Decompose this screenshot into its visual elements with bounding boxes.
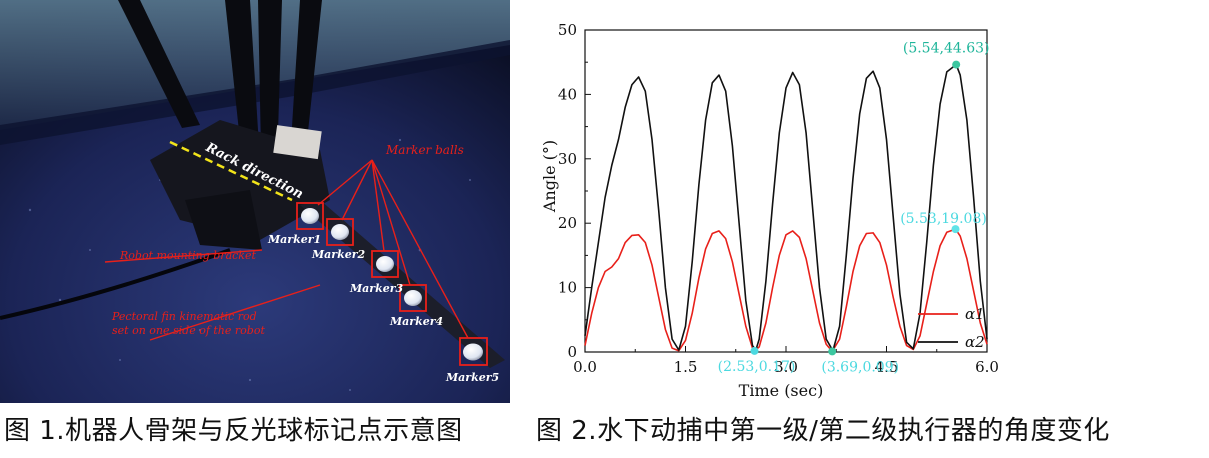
highlight-label: (2.53,0.17) — [718, 359, 796, 375]
marker-1-label: Marker1 — [267, 233, 321, 246]
x-tick-label: 3.0 — [774, 358, 798, 376]
marker-4 — [399, 284, 427, 312]
x-tick-label: 1.5 — [674, 358, 698, 376]
fin-rod — [300, 200, 505, 368]
highlight-point — [828, 347, 837, 356]
robot-cable — [0, 248, 231, 320]
y-tick-label: 10 — [558, 279, 577, 297]
marker-4-label: Marker4 — [389, 315, 443, 328]
series-line-α1 — [584, 228, 988, 353]
bracket-arrow — [104, 249, 263, 263]
y-tick-label: 30 — [558, 150, 577, 168]
marker-arrows — [317, 159, 469, 339]
marker-3-label: Marker3 — [349, 282, 404, 295]
marker-2-label: Marker2 — [311, 248, 366, 261]
marker-1 — [296, 202, 324, 230]
pectoral-fin-label-line2: set on one side of the robot — [112, 324, 265, 337]
figure2-caption: 图 2.水下动捕中第一级/第二级执行器的角度变化 — [536, 416, 1110, 446]
pectoral-fin-label-line1: Pectoral fin kinematic rod — [111, 310, 257, 323]
x-tick-label: 4.5 — [875, 358, 899, 376]
highlight-label: (5.53,19.08) — [900, 211, 987, 227]
highlight-label: (5.54,44.63) — [903, 41, 990, 57]
pectoral-arrow — [149, 284, 321, 341]
y-tick-label: 50 — [558, 21, 577, 39]
highlight-point — [750, 346, 759, 355]
highlight-point — [952, 60, 961, 69]
highlight-points: (5.54,44.63) (5.53,19.08) (2.53,0.17) (3.69… — [718, 41, 990, 376]
y-tick-label: 0 — [567, 343, 577, 361]
marker-balls-label: Marker balls — [385, 143, 464, 157]
x-tick-label: 6.0 — [975, 358, 999, 376]
marker-5-label: Marker5 — [445, 371, 499, 384]
highlight-point — [951, 225, 960, 234]
tank-wall — [0, 0, 510, 130]
x-tick-label: 0.0 — [573, 358, 597, 376]
marker-2 — [326, 218, 354, 246]
marker-3 — [371, 250, 399, 278]
highlight-label: (3.69,0.09) — [821, 359, 899, 375]
y-tick-label: 20 — [558, 214, 577, 232]
robot-skeleton-photo: Rack direction Marker balls Marker1 Mark… — [0, 0, 510, 403]
figure1-caption: 图 1.机器人骨架与反光球标记点示意图 — [4, 416, 463, 446]
rack-direction-line — [169, 140, 293, 202]
y-tick-label: 40 — [558, 85, 577, 103]
series-lines — [584, 63, 988, 353]
axes: 0.0 1.5 3.0 4.5 6.0 0 10 20 30 40 50 — [558, 21, 999, 376]
legend: α1 α2 — [918, 305, 985, 351]
marker-5 — [459, 337, 488, 366]
robot-bracket — [185, 190, 262, 250]
x-axis-label: Time (sec) — [739, 381, 824, 400]
robot-bracket-label: Robot mounting bracket — [119, 249, 256, 262]
legend-label: α2 — [965, 333, 985, 351]
legend-label: α1 — [965, 305, 985, 323]
base-light-part — [273, 125, 322, 160]
series-line-α2 — [584, 63, 988, 352]
y-axis-label: Angle (°) — [540, 140, 559, 213]
